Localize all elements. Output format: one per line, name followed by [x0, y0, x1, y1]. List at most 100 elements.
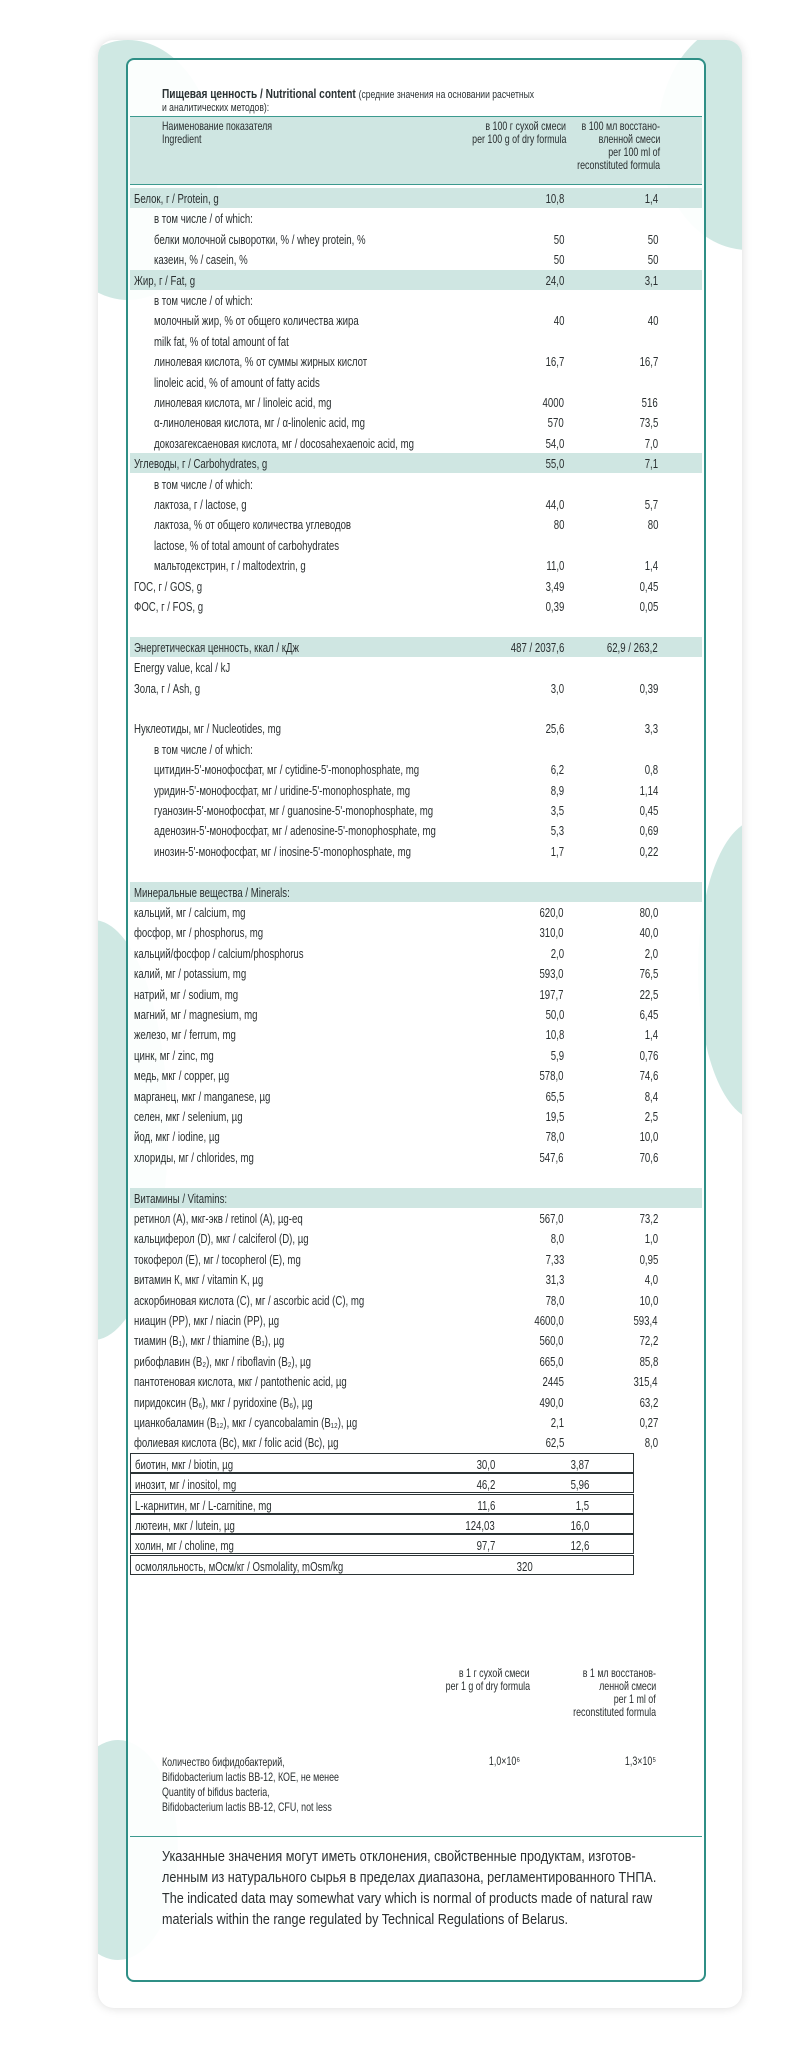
row-label: Энергетическая ценность, ккал / кДж [134, 639, 299, 655]
row-label: хлориды, мг / chlorides, mg [134, 1149, 254, 1165]
table-row [130, 1167, 702, 1187]
table-row: хлориды, мг / chlorides, mg 547,6 70,6 [130, 1147, 702, 1167]
bifido-label: Количество бифидобактерий, Bifidobacteri… [162, 1755, 339, 1814]
table-row [130, 616, 702, 636]
row-value-reconstituted: 5,96 [570, 1477, 589, 1493]
row-label: белки молочной сыворотки, % / whey prote… [154, 231, 366, 247]
row-value-reconstituted: 80,0 [639, 905, 658, 920]
table-row: Нуклеотиды, мг / Nucleotides, mg 25,6 3,3 [130, 718, 702, 738]
row-label: Минеральные вещества / Minerals: [134, 884, 290, 900]
row-label: линолевая кислота, % от суммы жирных кис… [154, 354, 368, 370]
row-value-dry: 11,6 [476, 1497, 495, 1513]
bifido-value-dry: 1,0×10⁶ [488, 1754, 520, 1768]
row-label: докозагексаеновая кислота, мг / docosahe… [154, 435, 414, 451]
row-value-reconstituted: 2,0 [644, 945, 658, 961]
table-row: в том числе / of which: [130, 290, 702, 310]
table-row: тиамин (В₁), мкг / thiamine (B₁), µg 560,… [130, 1330, 702, 1350]
row-value-reconstituted: 40,0 [639, 925, 658, 941]
table-row: инозит, мг / inositol, mg 46,2 5,96 [130, 1473, 634, 1494]
table-row: в том числе / of which: [130, 208, 702, 228]
row-value-dry: 10,8 [545, 191, 564, 206]
row-label: натрий, мг / sodium, mg [134, 986, 239, 1002]
row-value-reconstituted: 80 [647, 517, 658, 533]
row-label: уридин-5'-монофосфат, мг / uridine-5'-mo… [154, 782, 411, 798]
row-value-reconstituted: 8,0 [644, 1435, 658, 1451]
row-label: в том числе / of which: [154, 476, 253, 492]
disclaimer-line: ленным из натурального сырья в пределах … [162, 1869, 657, 1886]
row-label: гуанозин-5'-монофосфат, мг / guanosine-5… [154, 803, 434, 818]
row-value-dry: 16,7 [545, 354, 564, 370]
row-value-reconstituted: 0,22 [639, 843, 658, 859]
table-row: Углеводы, г / Carbohydrates, g 55,0 7,1 [130, 453, 702, 474]
col1-header: в 100 г сухой смеси per 100 g of dry form… [471, 119, 566, 146]
row-value-dry: 197,7 [539, 986, 564, 1002]
table-row: кальций/фосфор / calcium/phosphorus 2,0 2,… [130, 943, 702, 963]
row-label: инозит, мг / inositol, mg [135, 1477, 237, 1493]
row-value-reconstituted: 7,0 [644, 435, 658, 451]
row-label: Energy value, kcal / kJ [134, 660, 231, 676]
row-label: железо, мг / ferrum, mg [134, 1027, 236, 1043]
row-label: Нуклеотиды, мг / Nucleotides, mg [134, 721, 281, 737]
table-row: пантотеновая кислота, мкг / pantothenic … [130, 1371, 702, 1391]
row-value-reconstituted: 0,05 [639, 599, 658, 614]
table-row: в том числе / of which: [130, 739, 702, 759]
table-row: L-карнитин, мг / L-carnitine, mg 11,6 1,5 [130, 1493, 634, 1514]
row-label: пантотеновая кислота, мкг / pantothenic … [134, 1374, 347, 1390]
row-value-reconstituted: 8,4 [644, 1088, 658, 1104]
row-label: казеин, % / casein, % [154, 252, 248, 268]
table-row: Белок, г / Protein, g 10,8 1,4 [130, 188, 702, 208]
table-row [130, 861, 702, 881]
row-value-dry: 4600,0 [534, 1313, 564, 1328]
table-row: lactose, % of total amount of carbohydra… [130, 535, 702, 555]
row-value-dry: 487 / 2037,6 [510, 639, 564, 655]
row-label: биотин, мкг / biotin, µg [135, 1456, 234, 1472]
table-row [130, 698, 702, 718]
row-value-dry: 80 [553, 517, 564, 533]
row-value-reconstituted: 1,4 [644, 1027, 658, 1043]
disclaimer-line: materials within the range regulated by … [162, 1911, 569, 1928]
table-row: марганец, мкг / manganese, µg 65,5 8,4 [130, 1086, 702, 1106]
table-row: кальциферол (D), мкг / calciferol (D), µ… [130, 1228, 702, 1248]
row-value-dry: 44,0 [545, 497, 564, 512]
row-value-reconstituted: 74,6 [639, 1068, 658, 1084]
row-value-reconstituted: 10,0 [639, 1292, 658, 1308]
row-value-reconstituted: 5,7 [644, 497, 658, 512]
row-label: ФОС, г / FOS, g [134, 599, 204, 614]
row-value-dry: 5,9 [550, 1047, 564, 1063]
table-row: медь, мкг / copper, µg 578,0 74,6 [130, 1065, 702, 1085]
row-value-reconstituted: 1,4 [644, 191, 658, 206]
column-header-band [130, 116, 702, 184]
row-value-dry: 665,0 [539, 1353, 564, 1369]
row-value-reconstituted: 16,7 [639, 354, 658, 370]
row-value-dry: 40 [553, 313, 564, 329]
table-row: ГОС, г / GOS, g 3,49 0,45 [130, 576, 702, 596]
row-value-reconstituted: 516 [641, 395, 658, 410]
row-value-dry: 5,3 [550, 823, 564, 839]
title-text: Пищевая ценность / Nutritional content [162, 86, 356, 101]
table-row: мальтодекстрин, г / maltodextrin, g 11,0 1… [130, 555, 702, 575]
row-value-dry: 10,8 [545, 1027, 564, 1043]
bifido-col2-header: в 1 мл восстанов-ленной смеси per 1 ml of… [573, 1666, 656, 1719]
table-row: белки молочной сыворотки, % / whey prote… [130, 229, 702, 249]
table-row: пиридоксин (В₆), мкг / pyridoxine (B₆), … [130, 1392, 702, 1412]
row-value-dry: 0,39 [545, 599, 564, 614]
row-value-dry: 46,2 [476, 1477, 495, 1493]
row-label: тиамин (В₁), мкг / thiamine (B₁), µg [134, 1333, 285, 1349]
col2-header: в 100 мл восстано-вленной смеси per 100 m… [577, 119, 660, 172]
row-label: Витамины / Vitamins: [134, 1190, 228, 1206]
row-label: цианкобаламин (В₁₂), мкг / cyancobalamin… [134, 1415, 358, 1430]
table-row: фосфор, мг / phosphorus, mg 310,0 40,0 [130, 922, 702, 942]
table-row: витамин К, мкг / vitamin K, µg 31,3 4,0 [130, 1269, 702, 1289]
table-row: уридин-5'-монофосфат, мг / uridine-5'-mo… [130, 780, 702, 800]
row-value-dry: 4000 [542, 395, 564, 410]
row-label: мальтодекстрин, г / maltodextrin, g [154, 558, 306, 574]
row-value-reconstituted: 6,45 [639, 1007, 658, 1022]
disclaimer: Указанные значения могут иметь отклонени… [162, 1846, 702, 1930]
table-row: селен, мкг / selenium, µg 19,5 2,5 [130, 1106, 702, 1126]
row-value-dry: 3,5 [550, 803, 564, 818]
table-row: железо, мг / ferrum, mg 10,8 1,4 [130, 1024, 702, 1044]
row-value-dry: 50 [553, 231, 564, 247]
table-row: linoleic acid, % of amount of fatty acid… [130, 372, 702, 392]
row-value-dry: 570 [547, 415, 564, 431]
table-row: рибофлавин (В₂), мкг / riboflavin (B₂), … [130, 1351, 702, 1371]
